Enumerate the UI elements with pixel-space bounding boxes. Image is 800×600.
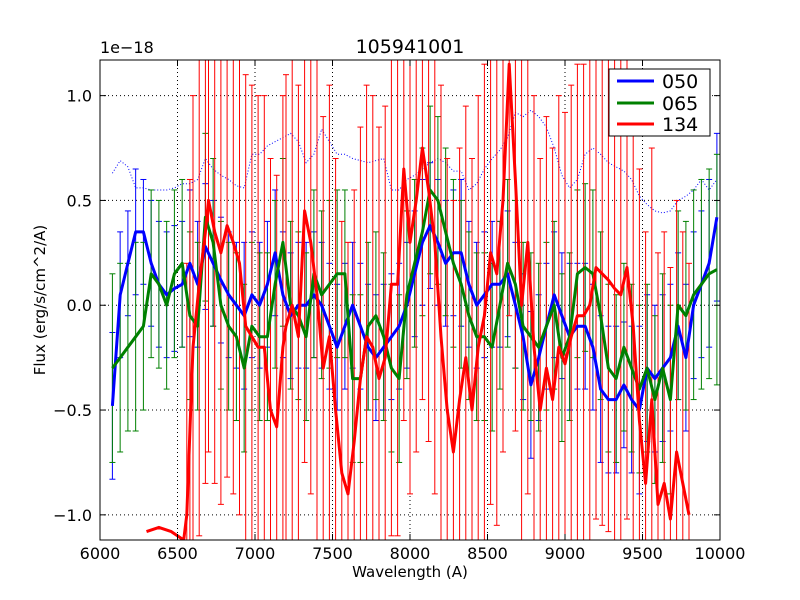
x-tick-label: 9500 — [622, 544, 663, 563]
error-bar-134 — [211, 60, 218, 484]
legend-label-050: 050 — [662, 71, 698, 93]
x-tick-label: 9000 — [545, 544, 586, 563]
error-bar-134 — [555, 95, 562, 540]
error-bar-134 — [438, 84, 444, 540]
error-bar-134 — [642, 231, 649, 540]
error-bar-134 — [500, 60, 506, 453]
series-line-065 — [111, 188, 718, 402]
series-lines-layer — [110, 62, 719, 540]
x-tick-label: 7500 — [312, 544, 353, 563]
error-bar-134 — [307, 60, 314, 495]
error-bar-134 — [382, 105, 389, 540]
error-bar-134 — [648, 147, 655, 540]
error-bar-134 — [431, 60, 438, 495]
error-bar-134 — [279, 95, 286, 540]
error-bar-134 — [425, 60, 432, 442]
error-bar-134 — [320, 116, 327, 540]
chart-title: 105941001 — [356, 36, 465, 58]
error-bar-134 — [332, 158, 339, 540]
legend: 050 065 134 — [608, 68, 711, 137]
y-tick-label: 0.0 — [67, 296, 92, 315]
error-bar-134 — [450, 199, 457, 540]
error-bar-065 — [109, 273, 116, 463]
error-bar-134 — [351, 189, 358, 540]
error-bar-134 — [462, 105, 469, 540]
error-bar-134 — [605, 60, 612, 533]
y-tick-label: 0.5 — [67, 191, 92, 210]
error-bar-134 — [549, 147, 556, 540]
error-bar-134 — [512, 60, 519, 432]
error-bar-134 — [376, 126, 382, 540]
error-bar-134 — [236, 60, 243, 516]
error-bar-134 — [255, 95, 262, 540]
ticks: 6000 6500 7000 7500 8000 8500 9000 9500 10000 −1.… — [53, 60, 745, 563]
error-bar-134 — [624, 60, 630, 520]
y-offset-label: 1e−18 — [100, 38, 154, 57]
error-bar-134 — [224, 60, 231, 478]
x-tick-label: 6000 — [80, 544, 121, 563]
error-bar-134 — [469, 158, 475, 540]
error-bar-134 — [326, 84, 333, 540]
error-bar-134 — [363, 84, 370, 540]
error-bar-134 — [487, 60, 494, 505]
y-tick-label: −0.5 — [53, 401, 92, 420]
plot-area — [99, 59, 721, 541]
y-tick-label: −1.0 — [53, 506, 92, 525]
error-bar-134 — [230, 60, 237, 495]
error-bar-134 — [524, 60, 531, 495]
error-bar-134 — [636, 168, 643, 540]
error-bar-134 — [202, 60, 209, 484]
error-bar-134 — [444, 158, 451, 540]
x-tick-label: 10000 — [695, 544, 746, 563]
error-bar-134 — [273, 174, 280, 540]
error-bar-134 — [574, 63, 581, 540]
error-bar-134 — [267, 158, 274, 540]
error-bar-134 — [475, 95, 482, 540]
y-tick-label: 1.0 — [67, 87, 92, 106]
x-tick-label: 7000 — [235, 544, 276, 563]
error-bar-134 — [493, 60, 500, 526]
error-bar-134 — [580, 63, 587, 540]
error-bar-134 — [599, 60, 606, 526]
legend-label-134: 134 — [662, 114, 698, 136]
x-tick-label: 6500 — [157, 544, 198, 563]
error-bar-134 — [357, 126, 364, 540]
error-bar-134 — [611, 60, 618, 540]
error-bar-134 — [667, 267, 674, 540]
series-line-134 — [146, 62, 691, 540]
error-bar-134 — [506, 60, 513, 317]
error-bar-134 — [673, 199, 680, 540]
error-bar-134 — [261, 95, 268, 540]
error-bar-134 — [186, 178, 193, 540]
y-axis-label: Flux (erg/s/cm^2/A) — [31, 225, 49, 376]
error-bar-134 — [394, 60, 401, 537]
error-bar-134 — [248, 84, 255, 540]
error-bar-134 — [400, 60, 407, 422]
x-tick-label: 8000 — [390, 544, 431, 563]
legend-label-065: 065 — [662, 93, 698, 115]
error-bar-134 — [456, 147, 463, 540]
error-bar-134 — [531, 95, 537, 540]
x-axis-label: Wavelength (A) — [352, 563, 468, 581]
error-bar-134 — [301, 60, 308, 463]
x-tick-label: 8500 — [467, 544, 508, 563]
series-line-050 — [110, 216, 719, 412]
